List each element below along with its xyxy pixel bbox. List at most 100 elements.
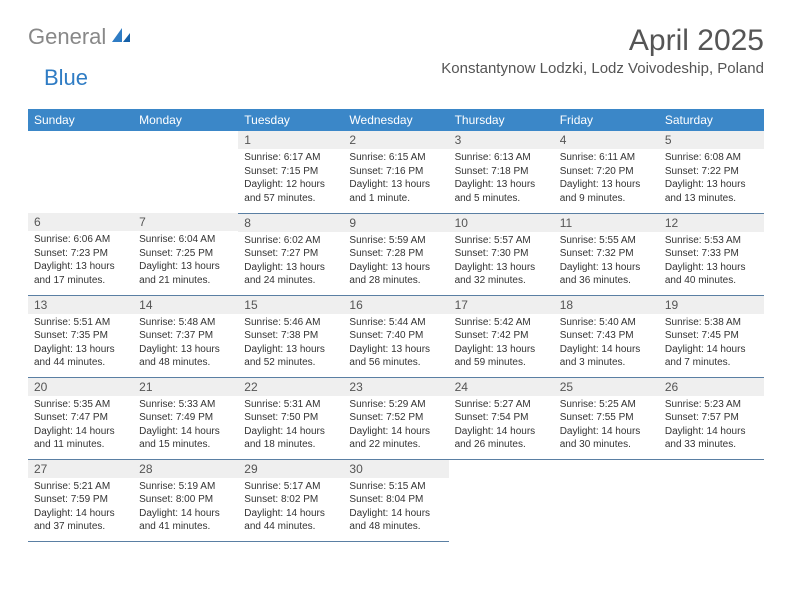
day-details: Sunrise: 6:04 AMSunset: 7:25 PMDaylight:… <box>133 231 238 291</box>
day-details: Sunrise: 5:40 AMSunset: 7:43 PMDaylight:… <box>554 314 659 374</box>
calendar-cell: 16Sunrise: 5:44 AMSunset: 7:40 PMDayligh… <box>343 295 448 377</box>
weekday-header: Friday <box>554 109 659 131</box>
day-number: 17 <box>449 296 554 314</box>
calendar-cell: 18Sunrise: 5:40 AMSunset: 7:43 PMDayligh… <box>554 295 659 377</box>
day-number: 2 <box>343 131 448 149</box>
calendar-cell: 21Sunrise: 5:33 AMSunset: 7:49 PMDayligh… <box>133 377 238 459</box>
day-number: 8 <box>238 214 343 232</box>
calendar-cell: 17Sunrise: 5:42 AMSunset: 7:42 PMDayligh… <box>449 295 554 377</box>
day-details: Sunrise: 5:17 AMSunset: 8:02 PMDaylight:… <box>238 478 343 538</box>
day-number: 30 <box>343 460 448 478</box>
calendar-cell: 4Sunrise: 6:11 AMSunset: 7:20 PMDaylight… <box>554 131 659 213</box>
calendar-cell: 9Sunrise: 5:59 AMSunset: 7:28 PMDaylight… <box>343 213 448 295</box>
day-details: Sunrise: 5:31 AMSunset: 7:50 PMDaylight:… <box>238 396 343 456</box>
calendar-cell: 5Sunrise: 6:08 AMSunset: 7:22 PMDaylight… <box>659 131 764 213</box>
calendar-cell: 8Sunrise: 6:02 AMSunset: 7:27 PMDaylight… <box>238 213 343 295</box>
day-details: Sunrise: 5:57 AMSunset: 7:30 PMDaylight:… <box>449 232 554 292</box>
weekday-header: Saturday <box>659 109 764 131</box>
day-details: Sunrise: 5:46 AMSunset: 7:38 PMDaylight:… <box>238 314 343 374</box>
day-details: Sunrise: 5:42 AMSunset: 7:42 PMDaylight:… <box>449 314 554 374</box>
logo: General <box>28 24 134 50</box>
day-number: 12 <box>659 214 764 232</box>
day-number: 15 <box>238 296 343 314</box>
logo-text-blue: Blue <box>44 65 88 90</box>
calendar-cell-empty <box>659 459 764 541</box>
calendar-cell: 29Sunrise: 5:17 AMSunset: 8:02 PMDayligh… <box>238 459 343 541</box>
day-details: Sunrise: 6:08 AMSunset: 7:22 PMDaylight:… <box>659 149 764 209</box>
day-number: 7 <box>133 213 238 231</box>
calendar-cell-empty <box>133 131 238 213</box>
calendar-cell-empty <box>449 459 554 541</box>
day-details: Sunrise: 6:11 AMSunset: 7:20 PMDaylight:… <box>554 149 659 209</box>
calendar-week-row: 1Sunrise: 6:17 AMSunset: 7:15 PMDaylight… <box>28 131 764 213</box>
day-details: Sunrise: 5:19 AMSunset: 8:00 PMDaylight:… <box>133 478 238 538</box>
weekday-header: Wednesday <box>343 109 448 131</box>
weekday-header: Sunday <box>28 109 133 131</box>
calendar-cell: 7Sunrise: 6:04 AMSunset: 7:25 PMDaylight… <box>133 213 238 295</box>
calendar-cell: 12Sunrise: 5:53 AMSunset: 7:33 PMDayligh… <box>659 213 764 295</box>
day-details: Sunrise: 6:13 AMSunset: 7:18 PMDaylight:… <box>449 149 554 209</box>
day-details: Sunrise: 5:23 AMSunset: 7:57 PMDaylight:… <box>659 396 764 456</box>
day-number: 6 <box>28 213 133 231</box>
day-details: Sunrise: 5:55 AMSunset: 7:32 PMDaylight:… <box>554 232 659 292</box>
calendar-cell-empty <box>28 131 133 213</box>
calendar-cell: 3Sunrise: 6:13 AMSunset: 7:18 PMDaylight… <box>449 131 554 213</box>
calendar-cell: 11Sunrise: 5:55 AMSunset: 7:32 PMDayligh… <box>554 213 659 295</box>
calendar-table: SundayMondayTuesdayWednesdayThursdayFrid… <box>28 109 764 542</box>
day-details: Sunrise: 5:25 AMSunset: 7:55 PMDaylight:… <box>554 396 659 456</box>
weekday-header: Thursday <box>449 109 554 131</box>
day-number: 13 <box>28 296 133 314</box>
calendar-cell: 13Sunrise: 5:51 AMSunset: 7:35 PMDayligh… <box>28 295 133 377</box>
day-number: 20 <box>28 378 133 396</box>
day-number: 3 <box>449 131 554 149</box>
calendar-cell: 19Sunrise: 5:38 AMSunset: 7:45 PMDayligh… <box>659 295 764 377</box>
day-number: 4 <box>554 131 659 149</box>
calendar-body: 1Sunrise: 6:17 AMSunset: 7:15 PMDaylight… <box>28 131 764 541</box>
day-number: 16 <box>343 296 448 314</box>
calendar-cell: 28Sunrise: 5:19 AMSunset: 8:00 PMDayligh… <box>133 459 238 541</box>
day-details: Sunrise: 5:38 AMSunset: 7:45 PMDaylight:… <box>659 314 764 374</box>
day-number: 23 <box>343 378 448 396</box>
day-number: 29 <box>238 460 343 478</box>
calendar-cell: 10Sunrise: 5:57 AMSunset: 7:30 PMDayligh… <box>449 213 554 295</box>
day-number: 9 <box>343 214 448 232</box>
weekday-header-row: SundayMondayTuesdayWednesdayThursdayFrid… <box>28 109 764 131</box>
day-number: 10 <box>449 214 554 232</box>
calendar-cell: 15Sunrise: 5:46 AMSunset: 7:38 PMDayligh… <box>238 295 343 377</box>
day-number: 5 <box>659 131 764 149</box>
day-details: Sunrise: 5:33 AMSunset: 7:49 PMDaylight:… <box>133 396 238 456</box>
weekday-header: Tuesday <box>238 109 343 131</box>
day-details: Sunrise: 5:44 AMSunset: 7:40 PMDaylight:… <box>343 314 448 374</box>
day-details: Sunrise: 5:21 AMSunset: 7:59 PMDaylight:… <box>28 478 133 538</box>
calendar-cell-empty <box>554 459 659 541</box>
day-number: 22 <box>238 378 343 396</box>
day-details: Sunrise: 6:02 AMSunset: 7:27 PMDaylight:… <box>238 232 343 292</box>
calendar-cell: 30Sunrise: 5:15 AMSunset: 8:04 PMDayligh… <box>343 459 448 541</box>
page-title: April 2025 <box>441 24 764 58</box>
calendar-week-row: 6Sunrise: 6:06 AMSunset: 7:23 PMDaylight… <box>28 213 764 295</box>
day-details: Sunrise: 5:53 AMSunset: 7:33 PMDaylight:… <box>659 232 764 292</box>
calendar-cell: 22Sunrise: 5:31 AMSunset: 7:50 PMDayligh… <box>238 377 343 459</box>
day-details: Sunrise: 5:59 AMSunset: 7:28 PMDaylight:… <box>343 232 448 292</box>
day-number: 11 <box>554 214 659 232</box>
calendar-week-row: 27Sunrise: 5:21 AMSunset: 7:59 PMDayligh… <box>28 459 764 541</box>
calendar-cell: 2Sunrise: 6:15 AMSunset: 7:16 PMDaylight… <box>343 131 448 213</box>
day-number: 21 <box>133 378 238 396</box>
calendar-cell: 23Sunrise: 5:29 AMSunset: 7:52 PMDayligh… <box>343 377 448 459</box>
day-number: 27 <box>28 460 133 478</box>
weekday-header: Monday <box>133 109 238 131</box>
calendar-cell: 27Sunrise: 5:21 AMSunset: 7:59 PMDayligh… <box>28 459 133 541</box>
day-number: 1 <box>238 131 343 149</box>
calendar-cell: 14Sunrise: 5:48 AMSunset: 7:37 PMDayligh… <box>133 295 238 377</box>
day-number: 18 <box>554 296 659 314</box>
calendar-week-row: 20Sunrise: 5:35 AMSunset: 7:47 PMDayligh… <box>28 377 764 459</box>
calendar-cell: 26Sunrise: 5:23 AMSunset: 7:57 PMDayligh… <box>659 377 764 459</box>
calendar-cell: 25Sunrise: 5:25 AMSunset: 7:55 PMDayligh… <box>554 377 659 459</box>
day-number: 28 <box>133 460 238 478</box>
day-details: Sunrise: 5:48 AMSunset: 7:37 PMDaylight:… <box>133 314 238 374</box>
day-number: 26 <box>659 378 764 396</box>
day-details: Sunrise: 5:27 AMSunset: 7:54 PMDaylight:… <box>449 396 554 456</box>
day-number: 25 <box>554 378 659 396</box>
day-details: Sunrise: 5:15 AMSunset: 8:04 PMDaylight:… <box>343 478 448 538</box>
day-details: Sunrise: 5:29 AMSunset: 7:52 PMDaylight:… <box>343 396 448 456</box>
